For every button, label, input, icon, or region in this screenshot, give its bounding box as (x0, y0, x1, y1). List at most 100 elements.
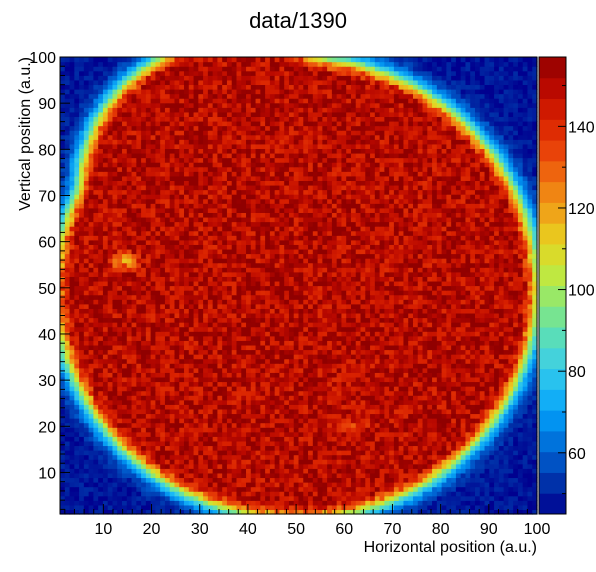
heatmap-cell (403, 285, 409, 291)
heatmap-cell (517, 363, 524, 369)
heatmap-cell (465, 303, 471, 309)
heatmap-cell (293, 418, 300, 424)
heatmap-cell (174, 418, 180, 424)
heatmap-cell (145, 299, 152, 305)
heatmap-cell (141, 290, 147, 296)
heatmap-cell (274, 354, 281, 360)
heatmap-cell (107, 509, 114, 515)
heatmap-cell (217, 413, 223, 419)
heatmap-cell (179, 477, 185, 483)
heatmap-cell (298, 367, 304, 373)
heatmap-cell (498, 335, 505, 341)
heatmap-cell (122, 340, 128, 346)
heatmap-cell (217, 468, 223, 474)
heatmap-cell (288, 303, 295, 309)
heatmap-cell (102, 395, 109, 401)
heatmap-cell (222, 344, 228, 351)
heatmap-cell (222, 500, 228, 506)
heatmap-cell (350, 445, 357, 451)
heatmap-cell (203, 504, 209, 511)
heatmap-cell (470, 399, 476, 405)
heatmap-cell (479, 454, 486, 460)
heatmap-cell (207, 408, 214, 415)
heatmap-cell (365, 299, 371, 305)
heatmap-cell (64, 303, 71, 309)
heatmap-cell (408, 299, 414, 305)
heatmap-cell (336, 308, 343, 314)
heatmap-cell (212, 312, 219, 319)
heatmap-cell (484, 294, 490, 300)
heatmap-cell (203, 322, 209, 328)
heatmap-cell (98, 381, 104, 387)
heatmap-cell (527, 381, 533, 387)
heatmap-cell (93, 491, 99, 497)
heatmap-cell (479, 468, 486, 474)
heatmap-cell (193, 326, 199, 332)
heatmap-cell (498, 354, 505, 360)
heatmap-cell (174, 504, 180, 511)
heatmap-cell (355, 431, 362, 437)
heatmap-cell (527, 422, 533, 428)
heatmap-cell (203, 408, 209, 415)
heatmap-cell (350, 335, 357, 341)
heatmap-cell (441, 440, 447, 447)
heatmap-cell (527, 504, 533, 511)
heatmap-cell (126, 477, 133, 483)
heatmap-cell (160, 477, 166, 483)
heatmap-cell (179, 463, 185, 469)
heatmap-cell (312, 413, 319, 419)
heatmap-cell (455, 303, 462, 309)
heatmap-cell (179, 390, 185, 396)
heatmap-cell (188, 427, 195, 433)
heatmap-cell (222, 459, 228, 465)
heatmap-cell (179, 459, 185, 465)
heatmap-cell (303, 450, 309, 456)
heatmap-cell (331, 504, 338, 511)
heatmap-cell (203, 454, 209, 460)
heatmap-cell (141, 482, 147, 488)
heatmap-cell (341, 454, 347, 460)
heatmap-cell (126, 308, 133, 314)
heatmap-cell (179, 422, 185, 428)
heatmap-cell (322, 367, 328, 373)
heatmap-cell (69, 408, 75, 415)
heatmap-cell (136, 404, 142, 410)
heatmap-cell (379, 312, 385, 319)
heatmap-cell (308, 399, 314, 405)
heatmap-cell (417, 349, 424, 355)
heatmap-cell (494, 290, 500, 296)
heatmap-cell (379, 395, 385, 401)
heatmap-cell (308, 436, 314, 442)
heatmap-cell (112, 463, 118, 469)
heatmap-cell (155, 413, 161, 419)
heatmap-cell (427, 486, 433, 492)
heatmap-cell (517, 504, 524, 511)
heatmap-cell (64, 413, 71, 419)
heatmap-cell (250, 495, 257, 501)
heatmap-cell (107, 390, 114, 396)
heatmap-cell (79, 390, 85, 396)
heatmap-cell (117, 290, 123, 296)
heatmap-cell (336, 386, 343, 392)
heatmap-cell (112, 303, 118, 309)
heatmap-cell (303, 344, 309, 351)
heatmap-cell (532, 322, 538, 328)
heatmap-cell (279, 436, 285, 442)
heatmap-cell (179, 317, 185, 323)
heatmap-cell (131, 413, 137, 419)
heatmap-cell (241, 450, 247, 456)
heatmap-cell (79, 326, 85, 332)
heatmap-cell (69, 340, 75, 346)
heatmap-cell (141, 299, 147, 305)
heatmap-cell (83, 376, 90, 383)
heatmap-cell (203, 468, 209, 474)
heatmap-cell (88, 317, 94, 323)
heatmap-cell (474, 472, 481, 479)
heatmap-cell (198, 308, 204, 314)
heatmap-cell (370, 427, 376, 433)
heatmap-cell (303, 404, 309, 410)
heatmap-cell (74, 326, 80, 332)
heatmap-cell (102, 404, 109, 410)
heatmap-cell (141, 472, 147, 479)
heatmap-cell (455, 326, 462, 332)
